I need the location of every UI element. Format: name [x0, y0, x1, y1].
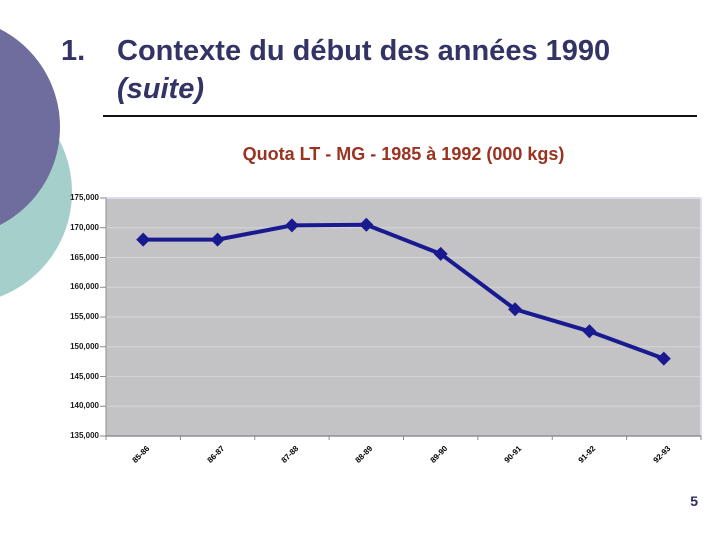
chart-title: Quota LT - MG - 1985 à 1992 (000 kgs) — [242, 144, 565, 164]
y-tick-label: 165,000 — [70, 252, 99, 262]
title-underline-rule — [103, 115, 697, 117]
page-number: 5 — [690, 493, 698, 509]
y-tick-label: 135,000 — [70, 431, 99, 440]
data-point-marker — [284, 218, 299, 233]
y-tick-label: 155,000 — [70, 312, 99, 321]
data-point-marker — [136, 232, 151, 247]
y-tick-label: 140,000 — [70, 401, 99, 411]
y-tick-label: 160,000 — [70, 282, 99, 292]
slide-title-number: 1. — [61, 35, 86, 67]
data-point-marker — [433, 246, 448, 261]
data-point-marker — [508, 302, 523, 317]
y-tick-label: 170,000 — [70, 222, 99, 232]
y-tick-label: 175,000 — [70, 193, 99, 202]
data-point-marker — [210, 232, 225, 247]
y-tick-label: 145,000 — [70, 371, 99, 381]
series-line — [143, 222, 665, 361]
y-tick-label: 150,000 — [70, 341, 99, 351]
slide-title: Contexte du début des années 1990 (suite… — [117, 32, 610, 108]
data-point-marker — [656, 351, 671, 366]
slide-title-block: 1. Contexte du début des années 1990 (su… — [61, 32, 610, 108]
slide-title-line1: Contexte du début des années 1990 — [117, 35, 611, 67]
slide-title-line2: (suite) — [117, 73, 204, 105]
data-point-marker — [582, 324, 597, 339]
data-point-marker — [359, 217, 374, 232]
